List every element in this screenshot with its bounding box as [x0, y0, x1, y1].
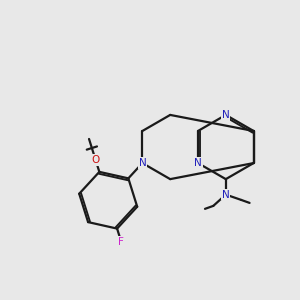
Text: N: N [222, 110, 230, 120]
Text: N: N [222, 190, 230, 200]
Text: F: F [118, 237, 124, 247]
Text: O: O [92, 155, 100, 165]
Text: N: N [194, 158, 202, 168]
Text: N: N [139, 158, 146, 168]
